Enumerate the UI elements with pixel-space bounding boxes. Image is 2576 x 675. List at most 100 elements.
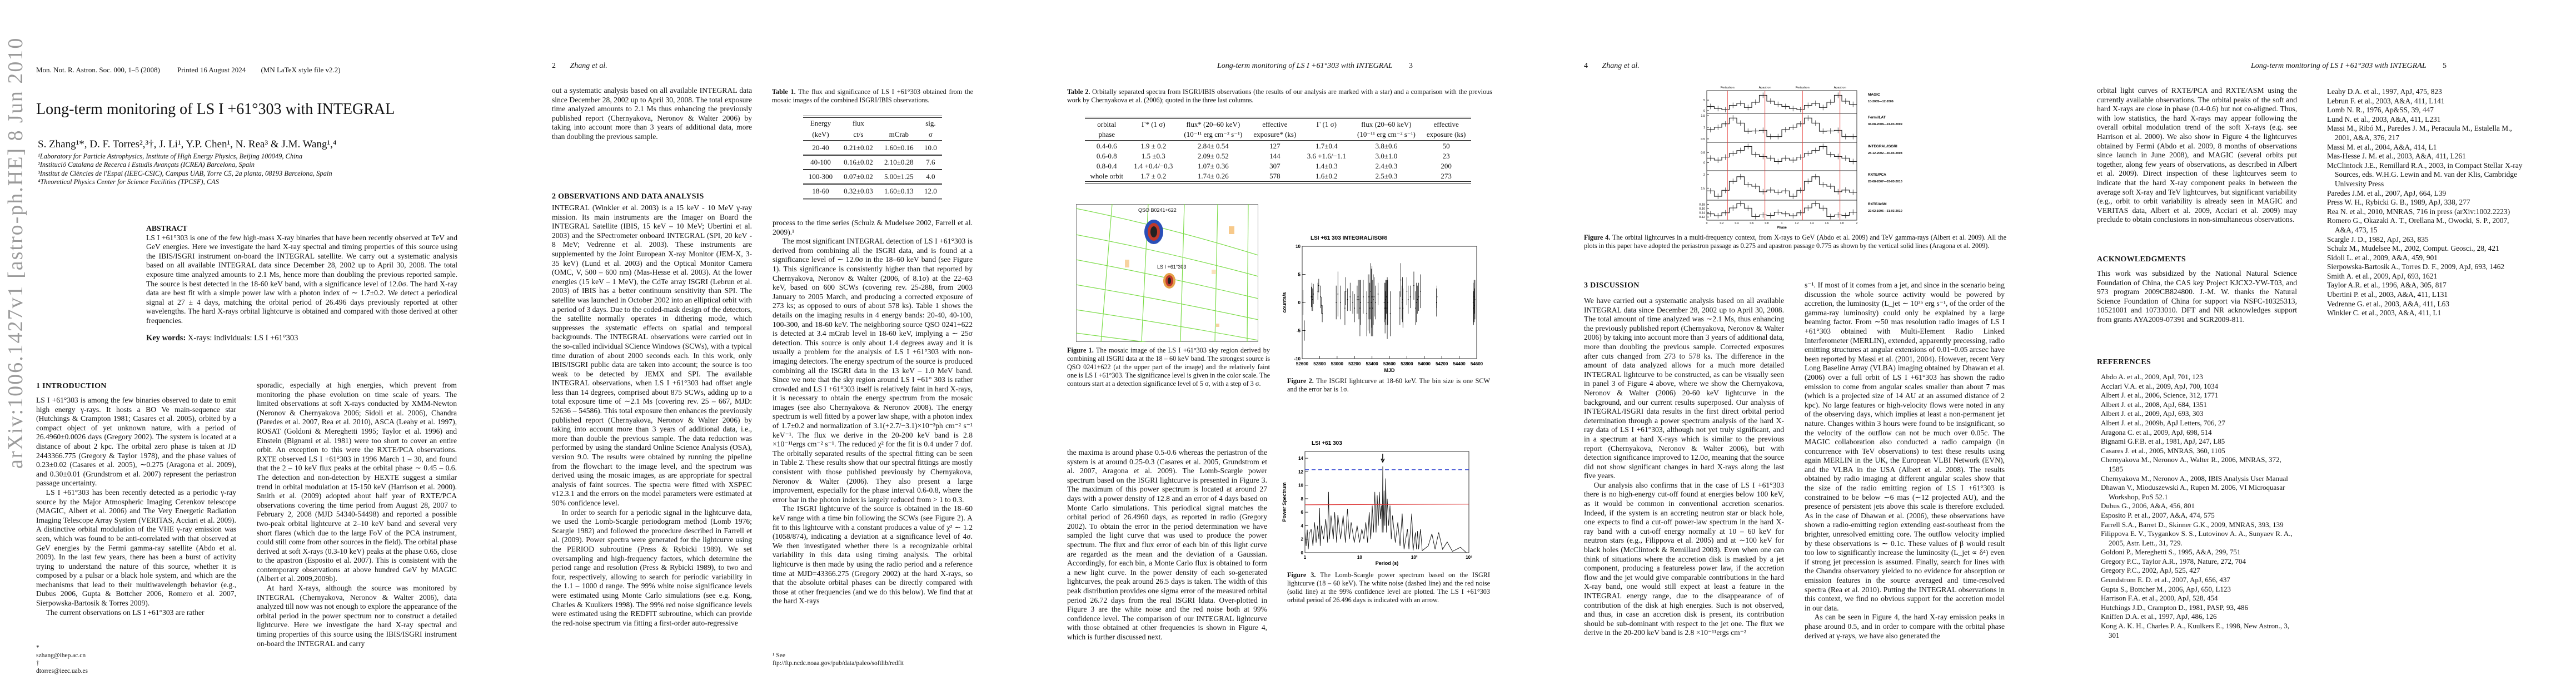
x-tick-label: 1.6	[1825, 222, 1829, 225]
data-point	[1336, 302, 1337, 303]
table-cell: 0.6-0.8	[1096, 152, 1117, 160]
x-tick-label: 52600	[1296, 361, 1309, 366]
reference-entry: Filippova E. V., Tsygankov S. S., Lutovi…	[2101, 529, 2293, 547]
data-point	[1352, 302, 1353, 303]
data-point	[1337, 293, 1339, 295]
table-cell: 144	[1269, 152, 1280, 160]
reference-entry: Gregory P.C., Taylor A.R., 1978, Nature,…	[2101, 557, 2246, 565]
table-cell: 2.4±0.3	[1375, 162, 1398, 170]
reference-entry: Albert J. et al., 2008, ApJ, 684, 1351	[2101, 400, 2208, 409]
data-point	[1311, 296, 1313, 297]
references-column-2: Leahy D.A. et al., 1997, ApJ, 475, 823 Le…	[2327, 87, 2524, 318]
table-header-cell: exposure* (ks)	[1248, 129, 1302, 141]
arxiv-stamp: arXiv:1006.1427v1 [astro-ph.HE] 8 Jun 20…	[4, 37, 27, 469]
column-1-text: the maxima is around phase 0.5-0.6 where…	[1067, 448, 1267, 666]
x-tick-label: 53600	[1383, 361, 1396, 366]
data-point	[1312, 299, 1313, 300]
reference-entry: Harrison F.A. et al., 2000, ApJ, 528, 45…	[2101, 594, 2218, 603]
data-point	[1402, 307, 1404, 309]
panel-frame	[1706, 200, 1857, 221]
data-point	[1436, 296, 1438, 297]
x-tick-label: 10	[1357, 555, 1362, 560]
reference-entry: Mas-Hesse J. M. et al., 2003, A&A, 411, …	[2327, 152, 2466, 161]
panel-instrument-label: MAGIC	[1868, 93, 1880, 97]
chart-title: LSI +61 303 INTEGRAL/ISGRI	[1311, 235, 1388, 241]
reference-entry: Dhawan V., Mioduszewski A., Rupen M. 200…	[2101, 483, 2285, 501]
table-cell: 2.09± 0.52	[1197, 152, 1229, 160]
red-noise-99-line	[1304, 504, 1469, 505]
discussion-continued: orbital light curves of RXTE/PCA and RXT…	[2097, 86, 2297, 225]
figure-4-orbital-lightcurves: 0 5 MAGIC 10-2005—12-2006 0.5 1 1.5 Fermi/LAT 04…	[1699, 86, 1902, 229]
printed-date: Printed 16 August 2024	[177, 66, 246, 74]
reference-entry: Farrell S.A., Barret D., Skinner G.K., 2…	[2101, 520, 2284, 529]
table-cell: 40-100	[803, 155, 839, 170]
qso-source-blob	[1144, 220, 1163, 244]
intro-column-2: sporadic, especially at high energies, w…	[257, 381, 457, 664]
table-row: 20-40 0.21±0.02 1.60±0.16 10.0	[803, 141, 942, 156]
y-tick-label: 2	[1301, 537, 1304, 542]
reference-entry: Paredes J.M. et al., 2007, ApJ, 664, L39	[2327, 188, 2447, 197]
table-cell: 1.4±0.3	[1316, 162, 1338, 170]
page-number: 4	[1584, 62, 1588, 70]
data-point	[1320, 296, 1321, 297]
caption-label: Table 1.	[772, 88, 796, 96]
caption-label: Figure 2.	[1287, 377, 1314, 385]
observations-column-1: INTEGRAL (Winkler et al. 2003) is a 15 k…	[552, 204, 752, 665]
table-header-cell: σ	[919, 129, 942, 141]
table-header-cell: flux* (20–60 keV)	[1186, 120, 1240, 128]
lightcurve-step-magic	[1707, 95, 1857, 110]
table-header-cell: (10⁻¹¹ erg cm⁻² s⁻¹)	[1351, 129, 1422, 141]
x-axis-label: Phase	[1777, 226, 1787, 229]
paragraph: Our analysis also confirms that in the c…	[1584, 480, 1784, 637]
paragraph: LS I +61°303 is among the few binaries o…	[36, 396, 236, 488]
figure-2-lightcurve: LSI +61 303 INTEGRAL/ISGRI 52600 52800 5300…	[1282, 235, 1483, 373]
running-header: 2 Zhang et al.	[552, 61, 607, 71]
reference-entry: Gregory P.C., 2002, ApJ, 525, 427	[2101, 566, 2200, 575]
table-row: 18-60 0.32±0.03 1.60±0.13 12.0	[803, 184, 942, 200]
reference-entry: Chernyakova M., Neronov A., 2008, IBIS A…	[2101, 474, 2288, 483]
table-cell: 1.7 ± 0.2	[1140, 172, 1167, 180]
chart-title: LSI +61 303	[1312, 440, 1342, 446]
reference-entry: Hutchings J.D., Crampton D., 1981, PASP,…	[2101, 603, 2248, 612]
x-tick-label: 1	[1781, 222, 1783, 225]
label-source: LS I +61°303	[1157, 264, 1186, 270]
lightcurve-step-rxte-pca	[1707, 176, 1857, 197]
reference-entry: Taylor A.R. et al., 1996, A&A, 305, 817	[2327, 281, 2447, 290]
reference-entry: Romero G., Okazaki A. T., Orellana M., O…	[2327, 216, 2509, 234]
keywords-text: X-rays: individuals: LS I +61°303	[187, 333, 298, 343]
data-point	[1371, 296, 1373, 297]
faint-sources	[1125, 226, 1234, 327]
y-axis-label: Power Spectrum	[1282, 482, 1287, 522]
table-header-cell: Γ (1 σ)	[1316, 120, 1337, 128]
plot-frame	[1304, 451, 1469, 553]
table-header-cell: exposure (ks)	[1421, 129, 1471, 141]
data-point	[1377, 293, 1379, 295]
table-header-cell: mCrab	[878, 129, 919, 141]
paragraph: process to the time series (Schulz & Mud…	[773, 219, 973, 236]
data-point	[1366, 313, 1368, 315]
figure-4-caption: Figure 4. The orbital lightcurves in a m…	[1584, 234, 2006, 250]
x-tick-label: 53200	[1348, 361, 1361, 366]
y-tick-label: 0.14	[1699, 212, 1705, 215]
panel-date-range: 22-02-1996—31-03-2010	[1868, 210, 1902, 213]
data-point	[1340, 302, 1341, 303]
reference-entry: Aragona C. et al., 2009, ApJ, 698, 514	[2101, 428, 2212, 436]
y-tick-label: 1.5	[1701, 115, 1705, 118]
x-tick-label: 0.2	[1720, 222, 1724, 225]
data-point	[1304, 330, 1305, 331]
data-point	[1368, 296, 1370, 297]
data-point	[1360, 302, 1362, 303]
ls-i-61-303-source-blob	[1163, 273, 1175, 289]
page-number: 3	[1408, 62, 1413, 70]
caption-text: The Lomb-Scargle power spectrum based on…	[1287, 571, 1490, 604]
reference-entry: Smith A. et al., 2009, ApJ, 693, 1621	[2327, 271, 2438, 280]
x-tick-label: 54000	[1418, 361, 1431, 366]
data-point	[1406, 290, 1408, 292]
data-point	[1358, 299, 1359, 300]
keywords-label: Key words:	[146, 333, 186, 343]
period-arrow-icon	[1381, 458, 1385, 463]
footnote-email: † dtorres@ieec.uab.es	[36, 660, 88, 674]
data-point	[1389, 313, 1391, 315]
reference-entry: Gupta S., Bottcher M., 2006, ApJ, 650, L…	[2101, 584, 2231, 593]
x-axis-label: MJD	[1384, 368, 1395, 373]
